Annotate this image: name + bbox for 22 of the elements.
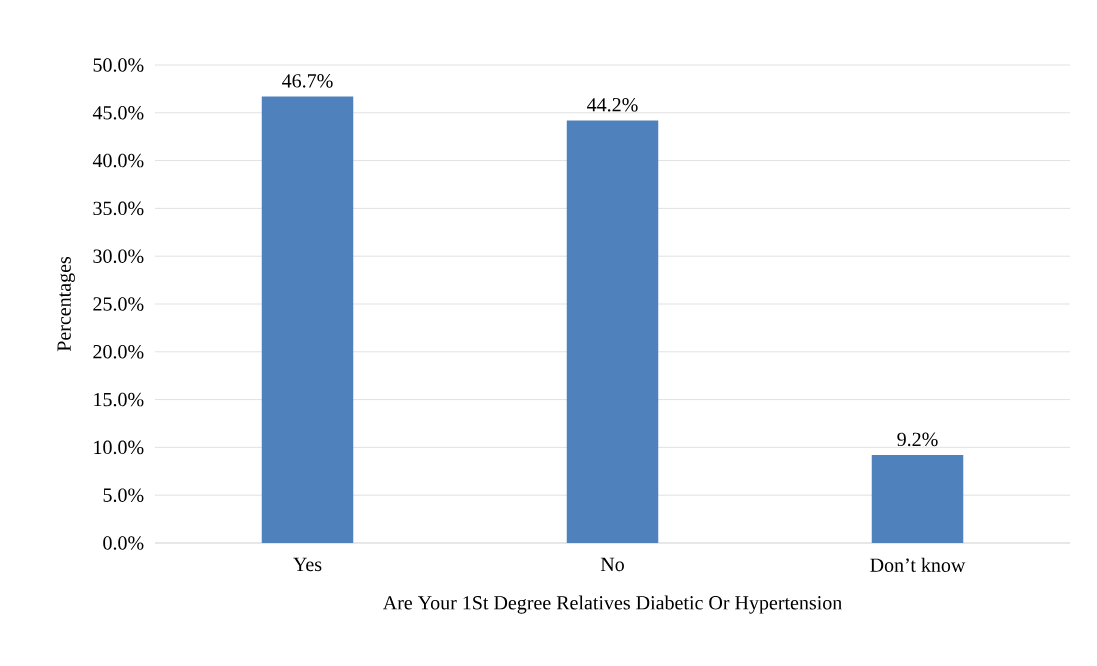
y-tick-label: 45.0% (92, 106, 144, 120)
data-label: 46.7% (282, 74, 333, 88)
x-tick-label: Yes (293, 557, 322, 572)
y-tick-label: 30.0% (93, 249, 144, 263)
y-tick-label: 10.0% (94, 440, 144, 455)
y-tick-label: 5.0% (103, 488, 144, 502)
bar (566, 120, 659, 543)
y-tick-label: 20.0% (93, 345, 144, 359)
data-label: 9.2% (897, 432, 938, 447)
y-tick-label: 25.0% (93, 297, 144, 311)
bar (261, 96, 354, 543)
x-tick-label: No (600, 557, 624, 572)
y-tick-label: 40.0% (92, 153, 144, 168)
x-tick-label: Don’t know (870, 557, 966, 572)
bar (871, 455, 964, 543)
data-label: 44.2% (587, 97, 638, 112)
y-axis-title: Percentages (57, 256, 75, 352)
y-tick-label: 0.0% (103, 536, 144, 550)
y-tick-label: 50.0% (93, 58, 144, 72)
x-axis-title: Are Your 1St Degree Relatives Diabetic Or Hypertension (382, 595, 842, 614)
y-tick-label: 15.0% (94, 392, 144, 407)
y-tick-label: 35.0% (93, 201, 144, 216)
